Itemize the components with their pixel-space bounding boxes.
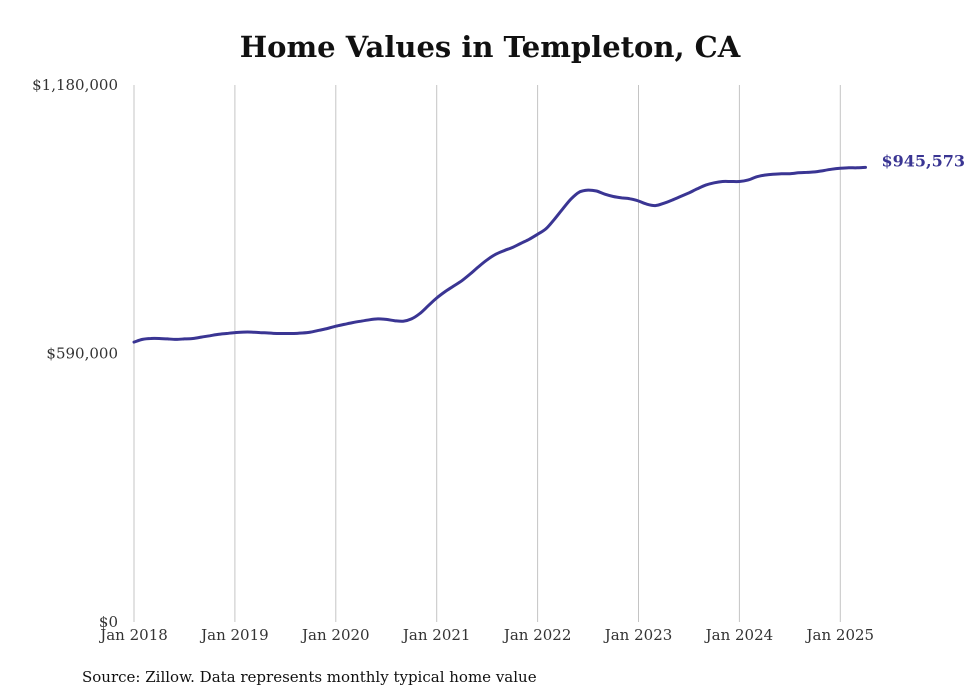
y-axis-tick-labels: $0 $590,000 $1,180,000 xyxy=(32,76,118,631)
y-tick-label: $590,000 xyxy=(46,345,118,363)
y-tick-label: $1,180,000 xyxy=(32,76,118,94)
x-tick-label: Jan 2021 xyxy=(401,626,471,644)
series-line xyxy=(132,165,867,344)
x-tick-label: Jan 2018 xyxy=(98,626,168,644)
x-tick-label: Jan 2025 xyxy=(805,626,875,644)
series-layer xyxy=(132,165,867,344)
y-tick-label: $0 xyxy=(99,613,118,631)
chart-title: Home Values in Templeton, CA xyxy=(239,30,741,64)
x-tick-label: Jan 2022 xyxy=(502,626,572,644)
end-value-label: $945,573 xyxy=(882,151,966,170)
source-note: Source: Zillow. Data represents monthly … xyxy=(82,668,537,686)
end-label-layer: $945,573 xyxy=(882,151,966,170)
x-axis-tick-labels: Jan 2018 Jan 2019 Jan 2020 Jan 2021 Jan 2022… xyxy=(98,626,874,644)
x-tick-label: Jan 2024 xyxy=(704,626,774,644)
x-tick-label: Jan 2023 xyxy=(603,626,673,644)
x-tick-label: Jan 2019 xyxy=(199,626,269,644)
grid-lines xyxy=(133,85,841,622)
x-tick-label: Jan 2020 xyxy=(300,626,370,644)
